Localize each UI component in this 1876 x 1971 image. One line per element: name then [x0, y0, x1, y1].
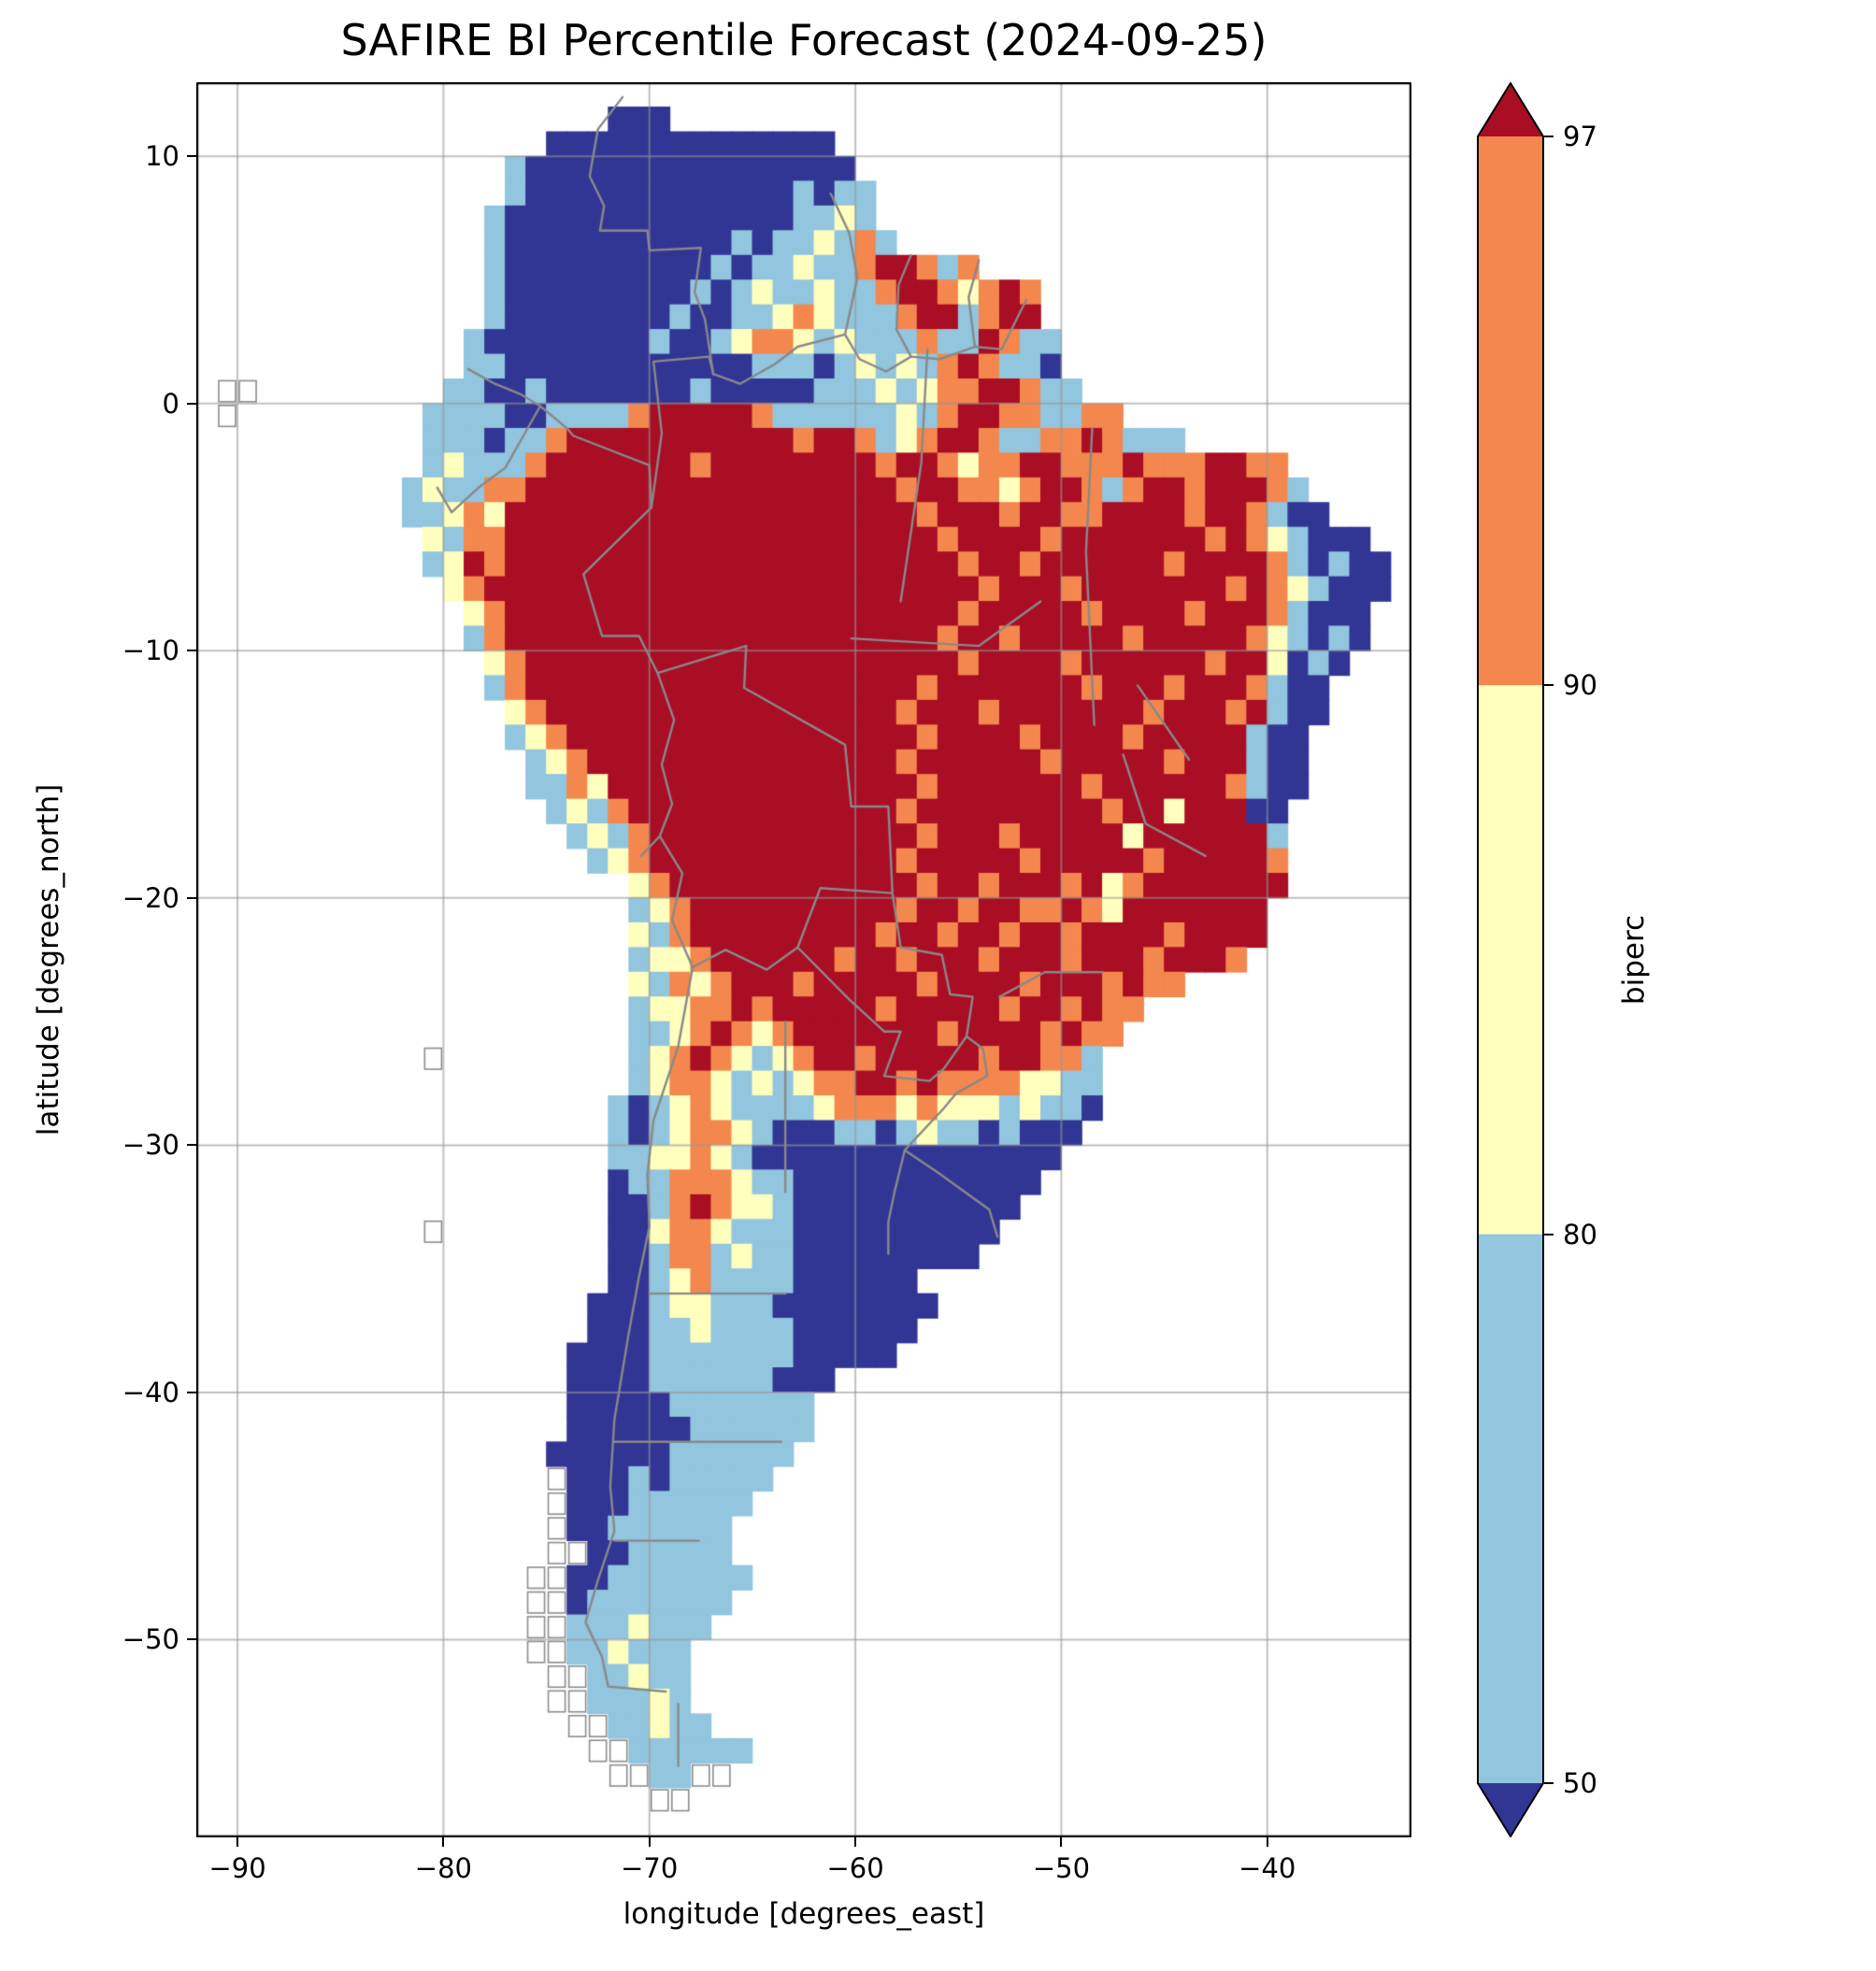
- y-tick-mark: [187, 155, 196, 158]
- y-tick-label: −40: [122, 1376, 179, 1408]
- x-tick-label: −40: [1239, 1852, 1296, 1884]
- x-tick-label: −80: [414, 1852, 473, 1884]
- colorbar-tick-mark: [1544, 1782, 1554, 1784]
- y-tick-mark: [187, 1391, 196, 1393]
- colorbar-outline: [1477, 82, 1544, 1837]
- colorbar-segment-90-97: [1477, 136, 1544, 686]
- colorbar-tick-mark: [1544, 684, 1554, 687]
- x-tick-mark: [442, 1837, 445, 1847]
- x-tick-label: −70: [621, 1852, 679, 1884]
- y-tick-mark: [187, 402, 196, 405]
- y-tick-mark: [187, 896, 196, 899]
- y-tick-label: −50: [122, 1623, 179, 1656]
- y-tick-label: −10: [122, 635, 179, 667]
- colorbar-segment-50-80: [1477, 1234, 1544, 1783]
- x-tick-mark: [1060, 1837, 1063, 1847]
- colorbar-tick-label: 90: [1563, 669, 1597, 702]
- y-axis-label: latitude [degrees_north]: [32, 783, 65, 1136]
- plot-area: [196, 82, 1411, 1837]
- y-tick-label: −30: [122, 1129, 179, 1162]
- y-tick-mark: [187, 1144, 196, 1147]
- y-tick-mark: [187, 1638, 196, 1641]
- colorbar-tick-mark: [1544, 1233, 1554, 1235]
- x-tick-mark: [1266, 1837, 1268, 1847]
- colorbar-extend-over-triangle: [1477, 82, 1544, 136]
- x-tick-mark: [236, 1837, 239, 1847]
- y-tick-label: 0: [162, 387, 179, 420]
- colorbar-tick-label: 97: [1563, 121, 1597, 152]
- x-tick-mark: [854, 1837, 857, 1847]
- x-tick-label: −60: [826, 1852, 884, 1884]
- colorbar-extend-under-triangle: [1477, 1783, 1544, 1837]
- colorbar-tick-label: 50: [1563, 1767, 1597, 1799]
- x-tick-label: −50: [1032, 1852, 1091, 1884]
- map-raster: [196, 82, 1411, 1837]
- x-axis-label: longitude [degrees_east]: [623, 1897, 985, 1931]
- x-tick-mark: [648, 1837, 651, 1847]
- y-tick-label: −20: [122, 881, 179, 914]
- y-tick-mark: [187, 650, 196, 652]
- colorbar-tick-mark: [1544, 136, 1554, 137]
- chart-title: SAFIRE BI Percentile Forecast (2024-09-2…: [340, 15, 1267, 65]
- colorbar-segment-80-90: [1477, 685, 1544, 1235]
- y-tick-label: 10: [145, 140, 179, 173]
- colorbar-tick-label: 80: [1563, 1218, 1597, 1250]
- colorbar-label: biperc: [1617, 914, 1651, 1006]
- x-tick-label: −90: [208, 1852, 266, 1884]
- colorbar: [1477, 82, 1544, 1837]
